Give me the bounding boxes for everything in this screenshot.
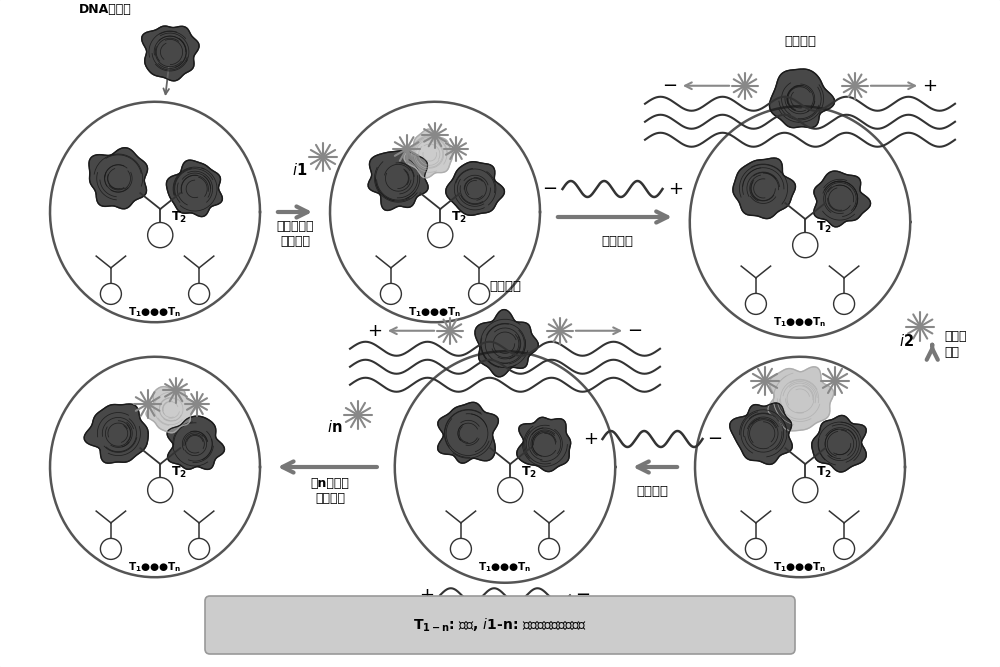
Circle shape xyxy=(450,538,471,560)
Circle shape xyxy=(793,233,818,257)
Polygon shape xyxy=(89,147,148,209)
Circle shape xyxy=(148,223,173,247)
Polygon shape xyxy=(166,160,222,217)
Circle shape xyxy=(745,293,766,314)
Polygon shape xyxy=(769,69,835,127)
Circle shape xyxy=(148,478,173,503)
Circle shape xyxy=(745,538,766,560)
Text: $\mathit{i}$n: $\mathit{i}$n xyxy=(327,419,343,435)
Polygon shape xyxy=(404,129,453,178)
Text: $\mathbf{T_2}$: $\mathbf{T_2}$ xyxy=(171,209,187,225)
Text: 外加电场: 外加电场 xyxy=(601,235,634,248)
Polygon shape xyxy=(167,416,224,470)
Circle shape xyxy=(793,478,818,503)
Text: +: + xyxy=(368,321,382,340)
Polygon shape xyxy=(368,151,428,211)
Text: +: + xyxy=(668,180,683,198)
Text: 探针去除: 探针去除 xyxy=(489,280,521,293)
Circle shape xyxy=(100,283,121,304)
Circle shape xyxy=(834,293,855,314)
Text: $\mathbf{T_1}$●●●$\mathbf{T_n}$: $\mathbf{T_1}$●●●$\mathbf{T_n}$ xyxy=(773,315,827,329)
Text: 探针去除: 探针去除 xyxy=(784,35,816,48)
Text: +: + xyxy=(419,586,434,604)
Text: $\mathbf{T_1}$●●●$\mathbf{T_n}$: $\mathbf{T_1}$●●●$\mathbf{T_n}$ xyxy=(408,305,462,319)
Text: −: − xyxy=(575,586,591,604)
Text: $\mathbf{T_1}$●●●$\mathbf{T_n}$: $\mathbf{T_1}$●●●$\mathbf{T_n}$ xyxy=(128,305,182,319)
Polygon shape xyxy=(438,402,498,463)
Circle shape xyxy=(428,223,453,247)
Circle shape xyxy=(469,283,490,304)
Polygon shape xyxy=(812,416,866,472)
Circle shape xyxy=(539,538,560,560)
Text: +: + xyxy=(583,430,598,448)
Polygon shape xyxy=(690,106,910,338)
Polygon shape xyxy=(142,26,199,81)
Text: $\mathbf{T_1}$●●●$\mathbf{T_n}$: $\mathbf{T_1}$●●●$\mathbf{T_n}$ xyxy=(478,560,532,574)
Polygon shape xyxy=(330,102,540,322)
Circle shape xyxy=(498,478,523,503)
Circle shape xyxy=(189,538,210,560)
Polygon shape xyxy=(814,171,871,227)
Polygon shape xyxy=(50,357,260,577)
Circle shape xyxy=(834,538,855,560)
Text: $\mathit{i}$2: $\mathit{i}$2 xyxy=(899,333,914,348)
Text: −: − xyxy=(627,321,643,340)
Text: 靶标特异性
DNA纳米球: 靶标特异性 DNA纳米球 xyxy=(79,0,131,16)
Polygon shape xyxy=(768,367,834,431)
Text: 第二轮
成像: 第二轮 成像 xyxy=(944,331,967,358)
Text: 第n轮荧光
探针杂交: 第n轮荧光 探针杂交 xyxy=(311,477,349,505)
Text: $\mathit{i}$1: $\mathit{i}$1 xyxy=(292,162,308,178)
Text: 外加电场: 外加电场 xyxy=(637,485,668,498)
Circle shape xyxy=(380,283,401,304)
Text: $\mathbf{T_2}$: $\mathbf{T_2}$ xyxy=(521,465,537,480)
Polygon shape xyxy=(446,161,504,215)
Text: −: − xyxy=(707,430,722,448)
Circle shape xyxy=(100,538,121,560)
Polygon shape xyxy=(50,102,260,322)
FancyBboxPatch shape xyxy=(205,596,795,654)
Polygon shape xyxy=(730,403,792,464)
Polygon shape xyxy=(733,158,795,219)
Polygon shape xyxy=(475,309,538,377)
Text: $\mathbf{T_1}$●●●$\mathbf{T_n}$: $\mathbf{T_1}$●●●$\mathbf{T_n}$ xyxy=(773,560,827,574)
Polygon shape xyxy=(517,418,571,472)
Polygon shape xyxy=(395,352,615,583)
Text: $\mathbf{T_2}$: $\mathbf{T_2}$ xyxy=(171,465,187,480)
Text: $\mathbf{T_2}$: $\mathbf{T_2}$ xyxy=(816,465,832,480)
Text: $\mathbf{T_1}$●●●$\mathbf{T_n}$: $\mathbf{T_1}$●●●$\mathbf{T_n}$ xyxy=(128,560,182,574)
Text: −: − xyxy=(662,77,678,95)
Text: $\mathbf{T_{1-n}}$: 靶标, $\mathit{i}$1-n: 靶标特异性荧光探针: $\mathbf{T_{1-n}}$: 靶标, $\mathit{i}$1-n:… xyxy=(413,616,587,634)
Text: $\mathbf{T_2}$: $\mathbf{T_2}$ xyxy=(451,209,467,225)
Text: 第一轮荧光
探针杂交: 第一轮荧光 探针杂交 xyxy=(276,220,314,248)
Polygon shape xyxy=(146,387,196,433)
Text: $\mathbf{T_2}$: $\mathbf{T_2}$ xyxy=(816,219,832,235)
Text: +: + xyxy=(923,77,938,95)
Text: −: − xyxy=(542,180,557,198)
Polygon shape xyxy=(695,357,905,577)
Polygon shape xyxy=(84,404,148,463)
Circle shape xyxy=(189,283,210,304)
